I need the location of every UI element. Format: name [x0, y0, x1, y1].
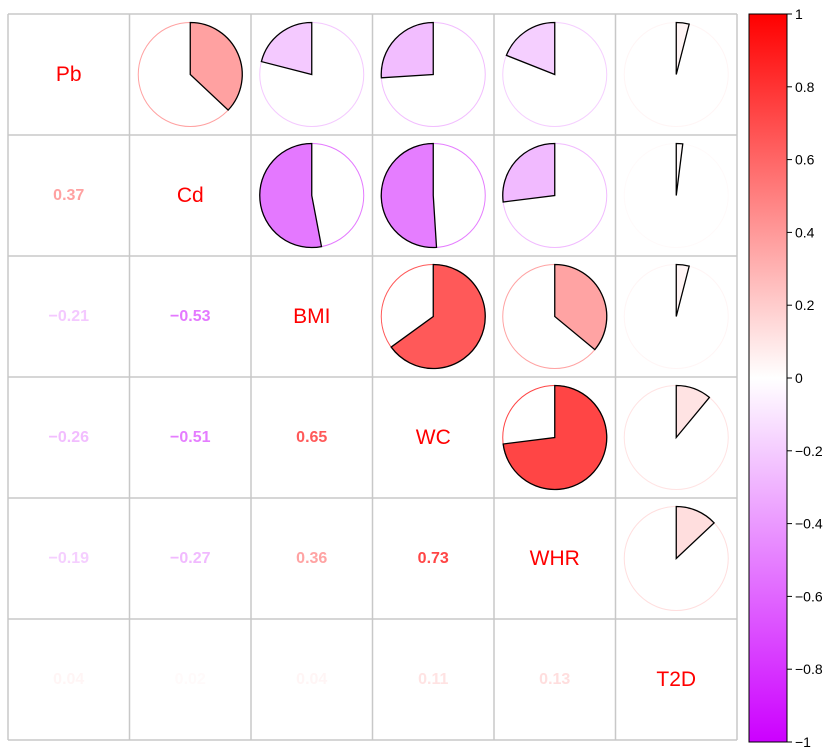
correlation-matrix: Pb 0.37 Cd −0.21 −0.53 BMI −0.26 −0.51 0.65 WC −0.…: [7, 13, 738, 741]
pie-wedge: [259, 142, 323, 249]
coefficient-label: 0.65: [296, 429, 327, 446]
diagonal-label: T2D: [656, 668, 696, 691]
pie-wedge: [260, 21, 313, 76]
colorbar-tick-label: −1: [795, 734, 811, 750]
colorbar-tick-label: −0.2: [795, 443, 823, 459]
coefficient-label: 0.36: [296, 550, 327, 567]
matrix-cell: [502, 384, 608, 491]
matrix-cell: −0.26: [49, 429, 90, 446]
diagonal-label: Cd: [177, 184, 204, 207]
coefficient-label: 0.13: [539, 671, 570, 688]
matrix-cell: [502, 263, 608, 369]
pie-wedge: [380, 142, 438, 249]
matrix-cell: [380, 142, 486, 249]
pie-wedge: [675, 263, 690, 317]
matrix-cell: 0.65: [296, 429, 327, 446]
diagonal-label: BMI: [293, 305, 330, 328]
pie-wedge: [502, 384, 608, 491]
coefficient-label: 0.04: [296, 671, 327, 688]
pie-wedge: [675, 505, 716, 561]
colorbar-tick-label: 0.2: [795, 297, 815, 313]
pie-wedge: [390, 263, 486, 370]
diagonal-label: Pb: [56, 63, 82, 86]
coefficient-label: −0.51: [170, 429, 211, 446]
matrix-cell: 0.73: [418, 550, 449, 567]
diagonal-label: WC: [416, 426, 451, 449]
colorbar-tick-label: −0.4: [795, 516, 823, 532]
coefficient-label: 0.73: [418, 550, 449, 567]
matrix-cell: 0.37: [53, 187, 84, 204]
matrix-cells: Pb 0.37 Cd −0.21 −0.53 BMI −0.26 −0.51 0.65 WC −0.…: [49, 21, 729, 691]
colorbar-tick-label: 0: [795, 370, 803, 386]
colorbar-legend: 1 0.8 0.6 0.4 0.2 0 −0.2 −0.4 −0.6 −0.8 −1: [748, 6, 823, 750]
matrix-cell: Cd: [177, 184, 204, 207]
coefficient-label: −0.27: [170, 550, 211, 567]
pie-wedge: [554, 263, 608, 351]
colorbar-tick-label: −0.6: [795, 588, 823, 604]
matrix-cell: [623, 142, 729, 248]
matrix-cell: [259, 142, 365, 249]
matrix-cell: [623, 505, 729, 611]
matrix-grid: [7, 13, 738, 741]
coefficient-label: 0.11: [418, 671, 448, 688]
coefficient-label: 0.02: [175, 671, 206, 688]
colorbar-tick-label: 0.4: [795, 224, 815, 240]
matrix-cell: [502, 142, 608, 248]
matrix-cell: [502, 21, 608, 127]
coefficient-label: −0.21: [49, 308, 90, 325]
matrix-cell: 0.04: [53, 671, 84, 688]
matrix-cell: BMI: [293, 305, 330, 328]
matrix-cell: [137, 21, 243, 127]
coefficient-label: 0.37: [53, 187, 84, 204]
pie-wedge: [675, 384, 711, 440]
matrix-cell: −0.53: [170, 308, 211, 325]
coefficient-label: −0.26: [49, 429, 90, 446]
matrix-cell: 0.36: [296, 550, 327, 567]
matrix-cell: WHR: [530, 547, 580, 570]
matrix-cell: [259, 21, 365, 127]
matrix-cell: −0.51: [170, 429, 211, 446]
matrix-cell: 0.13: [539, 671, 570, 688]
matrix-cell: −0.27: [170, 550, 211, 567]
coefficient-label: 0.04: [53, 671, 84, 688]
matrix-cell: [380, 21, 486, 127]
matrix-cell: −0.19: [49, 550, 90, 567]
matrix-cell: [623, 21, 729, 127]
colorbar-tick-label: 1: [795, 6, 803, 22]
colorbar-tick-label: 0.8: [795, 79, 815, 95]
colorbar-ticks: 1 0.8 0.6 0.4 0.2 0 −0.2 −0.4 −0.6 −0.8 −1: [787, 6, 823, 750]
colorbar-tick-label: −0.8: [795, 661, 823, 677]
matrix-cell: [623, 263, 729, 369]
pie-wedge: [502, 142, 556, 203]
pie-wedge: [380, 21, 434, 79]
pie-wedge: [675, 142, 684, 196]
matrix-cell: 0.02: [175, 671, 206, 688]
coefficient-label: −0.19: [49, 550, 90, 567]
matrix-cell: [623, 384, 729, 490]
matrix-cell: −0.21: [49, 308, 90, 325]
matrix-cell: T2D: [656, 668, 696, 691]
pie-wedge: [505, 21, 556, 76]
colorbar-gradient: [748, 13, 788, 743]
matrix-cell: [380, 263, 486, 370]
pie-wedge: [675, 21, 690, 75]
pie-wedge: [189, 21, 243, 112]
matrix-cell: 0.04: [296, 671, 327, 688]
diagonal-label: WHR: [530, 547, 580, 570]
colorbar-tick-label: 0.6: [795, 152, 815, 168]
matrix-cell: Pb: [56, 63, 82, 86]
matrix-cell: 0.11: [418, 671, 448, 688]
matrix-cell: WC: [416, 426, 451, 449]
coefficient-label: −0.53: [170, 308, 211, 325]
